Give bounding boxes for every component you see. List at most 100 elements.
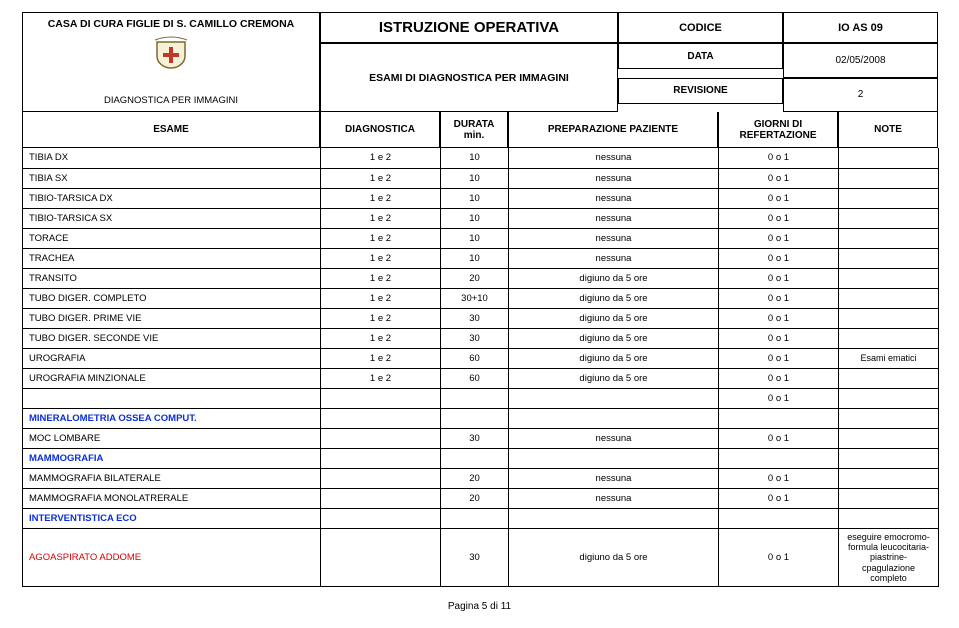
table-cell — [321, 468, 441, 488]
table-row: TIBIO-TARSICA DX1 e 210nessuna0 o 1 — [23, 188, 939, 208]
table-row: UROGRAFIA MINZIONALE1 e 260digiuno da 5 … — [23, 368, 939, 388]
table-cell — [321, 488, 441, 508]
table-cell: 0 o 1 — [719, 488, 839, 508]
table-cell — [321, 428, 441, 448]
table-cell: 0 o 1 — [719, 528, 839, 587]
table-cell — [839, 488, 939, 508]
table-cell: 30 — [441, 528, 509, 587]
table-cell: 10 — [441, 228, 509, 248]
table-cell — [839, 388, 939, 408]
table-row: MAMMOGRAFIA BILATERALE 20nessuna0 o 1 — [23, 468, 939, 488]
table-cell — [719, 408, 839, 428]
table-row: MAMMOGRAFIA MONOLATRERALE20nessuna0 o 1 — [23, 488, 939, 508]
table-cell: INTERVENTISTICA ECO — [23, 508, 321, 528]
table-cell: 60 — [441, 348, 509, 368]
table-cell — [719, 448, 839, 468]
table-cell: 1 e 2 — [321, 188, 441, 208]
table-row: 0 o 1 — [23, 388, 939, 408]
table-row: TIBIA SX1 e 210nessuna0 o 1 — [23, 168, 939, 188]
exam-table: TIBIA DX1 e 210nessuna0 o 1TIBIA SX1 e 2… — [22, 148, 939, 587]
table-cell: nessuna — [509, 428, 719, 448]
table-cell: eseguire emocromo-formula leucocitaria-p… — [839, 528, 939, 587]
table-cell: 0 o 1 — [719, 188, 839, 208]
table-row: UROGRAFIA1 e 260digiuno da 5 ore0 o 1Esa… — [23, 348, 939, 368]
table-cell — [839, 408, 939, 428]
table-cell — [509, 408, 719, 428]
col-note: NOTE — [838, 112, 938, 148]
col-esame: ESAME — [22, 112, 320, 148]
col-diagnostica: DIAGNOSTICA — [320, 112, 440, 148]
table-cell: UROGRAFIA MINZIONALE — [23, 368, 321, 388]
table-cell: 0 o 1 — [719, 388, 839, 408]
codice-value: IO AS 09 — [783, 12, 938, 43]
table-cell — [839, 508, 939, 528]
col-preparazione: PREPARAZIONE PAZIENTE — [508, 112, 718, 148]
table-cell: TORACE — [23, 228, 321, 248]
table-cell: 0 o 1 — [719, 468, 839, 488]
table-row: MOC LOMBARE30nessuna0 o 1 — [23, 428, 939, 448]
table-cell: digiuno da 5 ore — [509, 528, 719, 587]
table-cell: 30+10 — [441, 288, 509, 308]
table-cell: TIBIA DX — [23, 148, 321, 168]
table-cell: MOC LOMBARE — [23, 428, 321, 448]
table-cell: digiuno da 5 ore — [509, 348, 719, 368]
table-cell — [441, 508, 509, 528]
table-row: AGOASPIRATO ADDOME30digiuno da 5 ore0 o … — [23, 528, 939, 587]
table-cell — [839, 208, 939, 228]
table-cell: digiuno da 5 ore — [509, 268, 719, 288]
table-cell — [839, 448, 939, 468]
table-cell — [839, 168, 939, 188]
revision-value: 2 — [783, 78, 938, 112]
table-cell: TIBIO-TARSICA SX — [23, 208, 321, 228]
table-cell — [321, 408, 441, 428]
table-row: TIBIA DX1 e 210nessuna0 o 1 — [23, 148, 939, 168]
table-cell: 0 o 1 — [719, 288, 839, 308]
table-cell — [321, 528, 441, 587]
table-cell — [509, 388, 719, 408]
table-cell: 20 — [441, 488, 509, 508]
table-cell: nessuna — [509, 148, 719, 168]
table-cell: 0 o 1 — [719, 428, 839, 448]
table-cell: 1 e 2 — [321, 328, 441, 348]
document-header: CASA DI CURA FIGLIE DI S. CAMILLO CREMON… — [22, 12, 937, 112]
table-cell — [839, 308, 939, 328]
data-label: DATA — [618, 43, 783, 69]
table-cell: TIBIO-TARSICA DX — [23, 188, 321, 208]
table-cell: digiuno da 5 ore — [509, 288, 719, 308]
table-cell — [839, 148, 939, 168]
table-cell — [441, 408, 509, 428]
table-cell: 20 — [441, 268, 509, 288]
table-cell — [839, 188, 939, 208]
table-cell — [321, 448, 441, 468]
table-cell: 1 e 2 — [321, 308, 441, 328]
table-cell: 1 e 2 — [321, 348, 441, 368]
table-row: TRACHEA1 e 210nessuna0 o 1 — [23, 248, 939, 268]
table-cell: 1 e 2 — [321, 228, 441, 248]
table-cell: 20 — [441, 468, 509, 488]
document-page: CASA DI CURA FIGLIE DI S. CAMILLO CREMON… — [0, 0, 959, 612]
table-cell: nessuna — [509, 468, 719, 488]
table-cell — [839, 468, 939, 488]
table-cell: 10 — [441, 248, 509, 268]
table-cell: MAMMOGRAFIA — [23, 448, 321, 468]
revision-label: REVISIONE — [618, 78, 783, 104]
table-cell: 1 e 2 — [321, 368, 441, 388]
table-cell: TRACHEA — [23, 248, 321, 268]
table-row: TORACE1 e 210nessuna0 o 1 — [23, 228, 939, 248]
table-cell — [509, 508, 719, 528]
table-cell: nessuna — [509, 488, 719, 508]
table-cell: nessuna — [509, 168, 719, 188]
table-cell: MAMMOGRAFIA BILATERALE — [23, 468, 321, 488]
table-cell: UROGRAFIA — [23, 348, 321, 368]
table-cell: TUBO DIGER. PRIME VIE — [23, 308, 321, 328]
table-cell: nessuna — [509, 188, 719, 208]
table-row: MAMMOGRAFIA — [23, 448, 939, 468]
table-cell: 1 e 2 — [321, 268, 441, 288]
table-cell: 0 o 1 — [719, 228, 839, 248]
table-cell — [23, 388, 321, 408]
table-cell: 30 — [441, 328, 509, 348]
table-cell — [839, 288, 939, 308]
unit-name: DIAGNOSTICA PER IMMAGINI — [104, 95, 238, 106]
table-row: TUBO DIGER. PRIME VIE1 e 230digiuno da 5… — [23, 308, 939, 328]
table-cell — [321, 508, 441, 528]
